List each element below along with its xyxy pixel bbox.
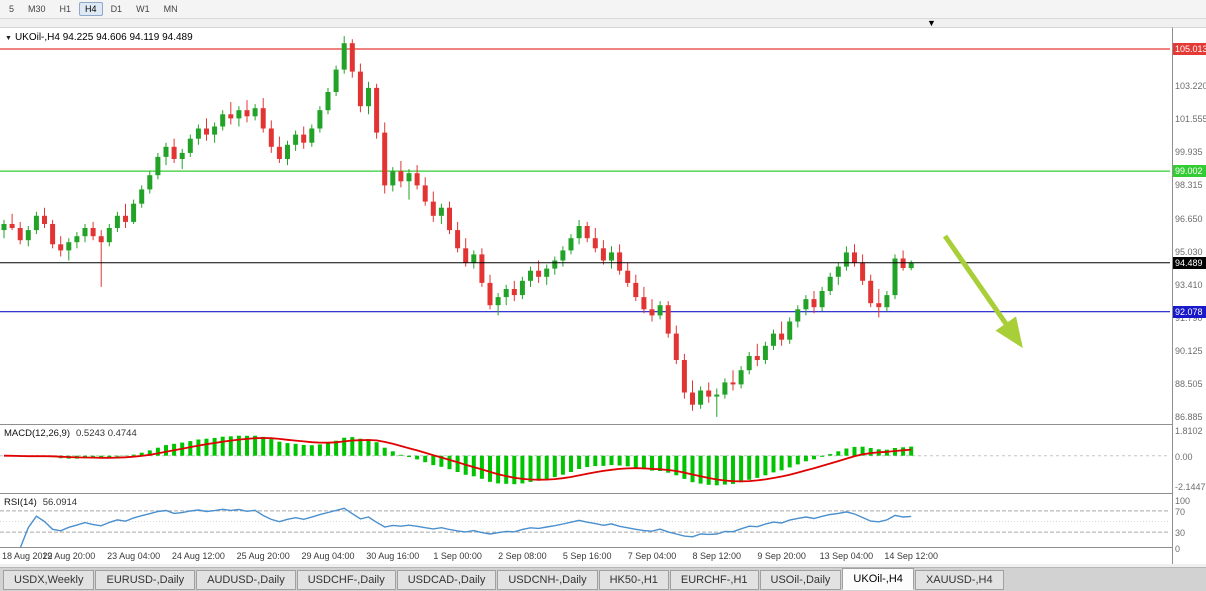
rsi-axis-label: 70 bbox=[1175, 506, 1186, 517]
timeframe-button-d1[interactable]: D1 bbox=[110, 4, 123, 14]
price-tick: 88.505 bbox=[1175, 379, 1203, 390]
chart-menu-icon[interactable]: ▼ bbox=[5, 35, 12, 42]
rsi-axis-label: 100 bbox=[1175, 496, 1191, 506]
chart-tab-usdx-weekly[interactable]: USDX,Weekly bbox=[3, 570, 95, 590]
time-axis-label: 14 Sep 12:00 bbox=[884, 551, 938, 561]
time-axis-label: 23 Aug 04:00 bbox=[107, 551, 161, 561]
time-axis-label: 24 Aug 12:00 bbox=[171, 551, 225, 561]
time-axis-label: 29 Aug 04:00 bbox=[301, 551, 355, 561]
timeframe-button-w1[interactable]: W1 bbox=[136, 4, 150, 14]
price-badge: 94.489 bbox=[1173, 256, 1206, 269]
price-chart-panel: ▼ UKOil-,H4 94.225 94.606 94.119 94.489 bbox=[0, 27, 1172, 424]
price-tick: 93.410 bbox=[1175, 279, 1203, 290]
chart-title-text: UKOil-,H4 94.225 94.606 94.119 94.489 bbox=[14, 32, 193, 43]
macd-panel: MACD(12,26,9) 0.5243 0.4744 bbox=[0, 424, 1172, 493]
macd-canvas bbox=[0, 435, 1170, 486]
time-axis-label: 2 Sep 08:00 bbox=[498, 551, 547, 561]
rsi-name: RSI(14) bbox=[4, 497, 37, 508]
chart-tab-ukoil-h4[interactable]: UKOil-,H4 bbox=[842, 568, 914, 590]
price-badge: 105.013 bbox=[1173, 43, 1206, 55]
time-axis: 18 Aug 2022 19 Aug 20:00 23 Aug 04:00 24 Au… bbox=[0, 547, 1172, 564]
macd-label: MACD(12,26,9) 0.5243 0.4744 bbox=[4, 428, 137, 439]
chart-tab-hk50-h1[interactable]: HK50-,H1 bbox=[598, 570, 669, 590]
rsi-axis-label: 0 bbox=[1175, 544, 1181, 554]
time-axis-label: 19 Aug 20:00 bbox=[42, 551, 96, 561]
chart-tab-bar: USDX,Weekly EURUSD-,Daily AUDUSD-,Daily USD… bbox=[0, 567, 1206, 591]
chart-tab-eurusd-daily[interactable]: EURUSD-,Daily bbox=[95, 570, 196, 590]
price-tick: 99.935 bbox=[1175, 147, 1203, 158]
time-axis-label: 18 Aug 2022 bbox=[2, 551, 53, 561]
price-tick: 96.650 bbox=[1175, 213, 1203, 224]
timeframe-button-5[interactable]: 5 bbox=[9, 4, 15, 14]
timeframe-button-mn[interactable]: MN bbox=[163, 4, 178, 14]
object-anchor-icon[interactable]: ▼ bbox=[927, 18, 936, 28]
time-axis-label: 7 Sep 04:00 bbox=[627, 551, 677, 561]
price-tick: 103.220 bbox=[1175, 80, 1206, 91]
price-badge: 92.078 bbox=[1173, 305, 1206, 318]
time-axis-label: 5 Sep 16:00 bbox=[562, 551, 612, 561]
rsi-line bbox=[19, 507, 912, 547]
time-axis-label: 9 Sep 20:00 bbox=[757, 551, 806, 561]
trend-arrow-object[interactable] bbox=[942, 234, 1023, 349]
rsi-axis-label: 30 bbox=[1175, 528, 1186, 539]
price-tick: 95.030 bbox=[1175, 246, 1203, 257]
price-tick: 86.885 bbox=[1175, 412, 1203, 423]
macd-axis-label: 1.8102 bbox=[1175, 426, 1203, 437]
price-tick: 101.555 bbox=[1175, 114, 1206, 125]
chart-title: ▼ UKOil-,H4 94.225 94.606 94.119 94.489 bbox=[5, 32, 193, 43]
macd-axis-label: 0.00 bbox=[1175, 451, 1193, 462]
timeframe-button-h4[interactable]: H4 bbox=[79, 2, 103, 16]
chart-tab-eurchf-h1[interactable]: EURCHF-,H1 bbox=[669, 570, 759, 590]
macd-signal-line bbox=[3, 437, 912, 483]
price-chart-canvas[interactable] bbox=[0, 29, 1170, 423]
price-badge: 99.002 bbox=[1173, 165, 1206, 178]
chart-tab-audusd-daily[interactable]: AUDUSD-,Daily bbox=[196, 570, 296, 590]
macd-axis-label: -2.1447 bbox=[1175, 482, 1206, 493]
rsi-canvas bbox=[0, 507, 1170, 547]
price-axis: 103.220 101.555 99.935 98.315 96.650 95.030 93… bbox=[1172, 27, 1206, 564]
rsi-label: RSI(14) 56.0914 bbox=[4, 497, 78, 508]
time-axis-label: 25 Aug 20:00 bbox=[236, 551, 290, 561]
time-axis-label: 30 Aug 16:00 bbox=[366, 551, 420, 561]
price-tick: 90.125 bbox=[1175, 346, 1203, 357]
rsi-panel: RSI(14) 56.0914 bbox=[0, 493, 1172, 547]
chart-tab-usdcad-daily[interactable]: USDCAD-,Daily bbox=[396, 570, 497, 590]
time-axis-label: 13 Sep 04:00 bbox=[819, 551, 874, 561]
chart-tab-usoil-daily[interactable]: USOil-,Daily bbox=[759, 570, 842, 590]
time-axis-label: 1 Sep 00:00 bbox=[433, 551, 482, 561]
time-axis-label: 8 Sep 12:00 bbox=[692, 551, 742, 561]
timeframe-button-h1[interactable]: H1 bbox=[59, 4, 72, 14]
price-tick: 98.315 bbox=[1175, 180, 1203, 191]
chart-tab-xauusd-h4[interactable]: XAUUSD-,H4 bbox=[914, 570, 1004, 590]
chart-tab-usdchf-daily[interactable]: USDCHF-,Daily bbox=[296, 570, 396, 590]
timeframe-button-m30[interactable]: M30 bbox=[28, 4, 46, 14]
timeframe-toolbar: 5 M30 H1 H4 D1 W1 MN bbox=[0, 0, 1206, 19]
chart-tab-usdcnh-daily[interactable]: USDCNH-,Daily bbox=[497, 570, 598, 590]
rsi-value: 56.0914 bbox=[42, 497, 78, 508]
macd-name: MACD(12,26,9) bbox=[4, 428, 70, 439]
macd-values: 0.5243 0.4744 bbox=[76, 428, 137, 439]
